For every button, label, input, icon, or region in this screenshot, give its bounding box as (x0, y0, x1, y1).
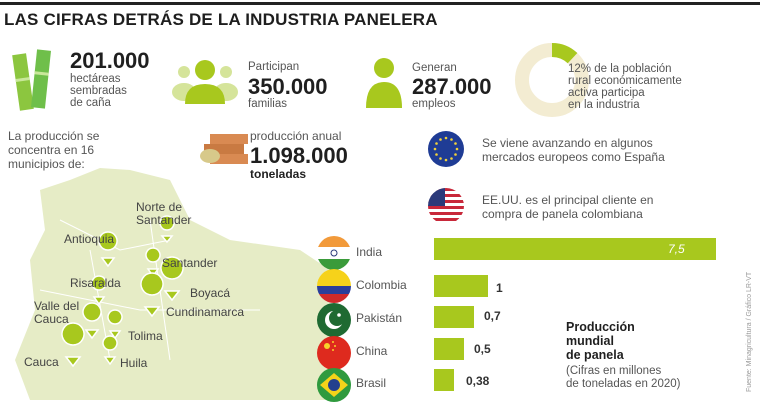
label-valle-2: Cauca (34, 312, 69, 326)
europe-line2: mercados europeos como España (482, 150, 665, 164)
production-prefix: producción anual (250, 129, 342, 143)
sugarcane-icon (12, 49, 51, 111)
rural-line2: rural económicamente (568, 75, 682, 87)
families-value: 350.000 (248, 74, 328, 99)
caption-sub-2: de toneladas en 2020) (566, 378, 681, 390)
rural-percent-donut (515, 43, 589, 117)
label-huila: Huila (120, 356, 148, 370)
jobs-value: 287.000 (412, 74, 492, 99)
hectares-value: 201.000 (70, 48, 150, 73)
map-intro-line1: La producción se (8, 129, 100, 143)
panela-bricks-icon (200, 134, 248, 164)
country-india: India (356, 245, 383, 259)
bar-colombia (434, 275, 488, 297)
rural-line4: en la industria (568, 99, 640, 111)
top-rule (0, 2, 760, 5)
person-icon (366, 58, 402, 108)
production-value: 1.098.000 (250, 143, 348, 168)
label-boyaca: Boyacá (190, 286, 231, 300)
hectares-line1: hectáreas (70, 73, 121, 85)
label-valle-1: Valle del (34, 299, 80, 313)
label-norte-1: Norte de (136, 200, 183, 214)
label-cundinamarca: Cundinamarca (166, 305, 245, 319)
hectares-line3: de caña (70, 97, 111, 109)
colombia-map (15, 168, 330, 400)
bar-value-colombia: 1 (496, 281, 503, 295)
caption-title-2: mundial (566, 334, 614, 348)
source-credit: Fuente: Minagricultura / Gráfico LR-VT (746, 271, 753, 392)
label-cauca: Cauca (24, 355, 59, 369)
label-antioquia: Antioquia (64, 232, 115, 246)
country-colombia: Colombia (356, 278, 407, 292)
families-prefix: Participan (248, 61, 300, 73)
map-intro-line3: municipios de: (8, 157, 85, 171)
bar-pakistan (434, 306, 474, 328)
brazil-flag-icon (317, 368, 351, 402)
caption-sub-1: (Cifras en millones (566, 365, 662, 377)
caption-title-3: de panela (566, 348, 624, 362)
europe-line1: Se viene avanzando en algunos (482, 136, 653, 150)
production-suffix: toneladas (250, 167, 307, 181)
country-pakistan: Pakistán (356, 311, 403, 325)
usa-flag-icon (428, 188, 464, 224)
bar-value-india: 7,5 (668, 242, 685, 256)
caption-title-1: Producción (566, 320, 635, 334)
usa-line2: compra de panela colombiana (482, 207, 643, 221)
families-suffix: familias (248, 98, 287, 110)
bar-brasil (434, 369, 454, 391)
country-brasil: Brasil (356, 376, 387, 390)
jobs-prefix: Generan (412, 62, 457, 74)
bar-value-brasil: 0,38 (466, 374, 490, 388)
label-risaralda: Risaralda (70, 276, 121, 290)
bar-india (434, 238, 716, 260)
pakistan-flag-icon (317, 303, 351, 337)
eu-flag-icon (428, 131, 464, 167)
bar-china (434, 338, 464, 360)
label-norte-2: Santander (136, 213, 192, 227)
label-santander: Santander (162, 256, 218, 270)
page-title: LAS CIFRAS DETRÁS DE LA INDUSTRIA PANELE… (4, 10, 438, 29)
colombia-flag-icon (317, 269, 351, 303)
country-china: China (356, 344, 388, 358)
rural-line3: activa participa (568, 87, 645, 99)
china-flag-icon (317, 336, 351, 370)
map-pins (61, 215, 184, 368)
bar-value-pakistan: 0,7 (484, 309, 501, 323)
group-icon (172, 60, 238, 104)
map-intro-line2: concentra en 16 (8, 143, 95, 157)
jobs-suffix: empleos (412, 98, 456, 110)
india-flag-icon (317, 236, 351, 270)
rural-line1: 12% de la población (568, 63, 672, 75)
usa-line1: EE.UU. es el principal cliente en (482, 193, 654, 207)
label-tolima: Tolima (128, 329, 163, 343)
hectares-line2: sembradas (70, 85, 127, 97)
bar-value-china: 0,5 (474, 342, 491, 356)
